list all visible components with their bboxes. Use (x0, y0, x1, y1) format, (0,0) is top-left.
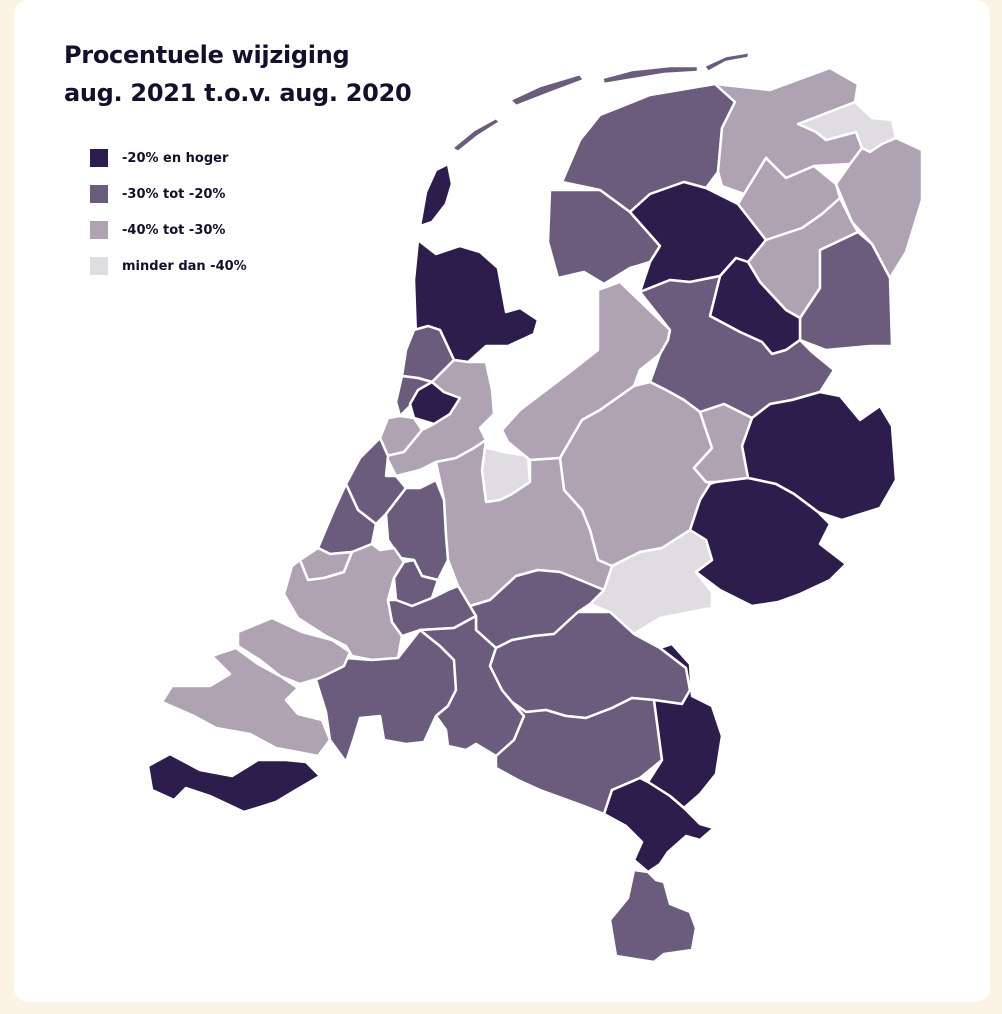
legend-item: -20% en hoger (90, 140, 247, 176)
region-midden-limburg[interactable] (602, 776, 716, 874)
region-wadden-vlieland[interactable] (450, 116, 502, 154)
legend-label: minder dan -40% (122, 258, 247, 274)
map-title: Procentuele wijziging aug. 2021 t.o.v. a… (64, 36, 412, 112)
region-zuid-limburg[interactable] (608, 868, 698, 964)
title-line-1: Procentuele wijziging (64, 41, 350, 69)
title-line-2: aug. 2021 t.o.v. aug. 2020 (64, 79, 412, 107)
region-groot-rijnmond[interactable] (282, 542, 406, 662)
region-groot-amsterdam[interactable] (384, 358, 496, 478)
legend-swatch (90, 257, 108, 275)
legend-item: minder dan -40% (90, 248, 247, 284)
region-wadden-terschelling[interactable] (508, 72, 586, 108)
legend-item: -40% tot -30% (90, 212, 247, 248)
region-zuidwest-friesland[interactable] (546, 188, 662, 286)
region-zeeuws-vlaanderen[interactable] (146, 752, 322, 814)
legend-label: -30% tot -20% (122, 186, 226, 202)
region-wadden-ameland[interactable] (600, 64, 700, 86)
region-arnhem-nijmegen[interactable] (588, 528, 714, 636)
region-wadden-texel[interactable] (418, 162, 454, 228)
legend-swatch (90, 221, 108, 239)
region-wadden-schiermonnikoog[interactable] (702, 50, 752, 74)
legend-swatch (90, 149, 108, 167)
legend: -20% en hoger -30% tot -20% -40% tot -30… (90, 140, 247, 284)
legend-item: -30% tot -20% (90, 176, 247, 212)
legend-label: -40% tot -30% (122, 222, 226, 238)
legend-label: -20% en hoger (122, 150, 229, 166)
region-westelijk-brabant[interactable] (314, 628, 458, 764)
region-overig-zeeland[interactable] (160, 646, 332, 758)
region-schouwen[interactable] (236, 616, 352, 686)
legend-swatch (90, 185, 108, 203)
region-zuidoost-drenthe[interactable] (798, 230, 894, 352)
